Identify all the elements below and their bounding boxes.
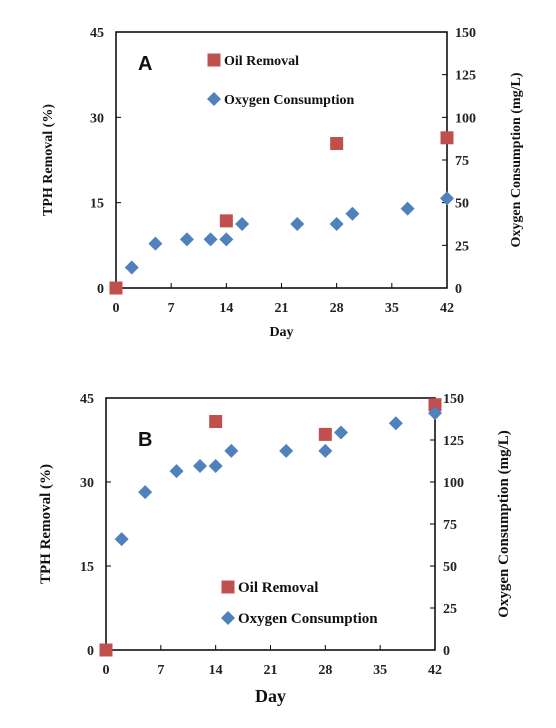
panel-letter: B xyxy=(138,429,152,451)
x-tick-label: 42 xyxy=(440,301,454,316)
oxygen-consumption-point xyxy=(235,217,250,231)
y-tick-label: 30 xyxy=(80,476,94,491)
oxygen-consumption-point xyxy=(279,443,294,458)
x-tick-label: 42 xyxy=(428,663,442,678)
oil-removal-point xyxy=(318,427,332,441)
x-tick-label: 28 xyxy=(318,663,332,678)
plot-frame xyxy=(115,31,448,289)
oil-removal-point xyxy=(209,415,223,429)
y2-tick-label: 25 xyxy=(443,602,457,617)
chart-panel-b: 0 7 14 21 28 35 4201530450255075100125150DayTP… xyxy=(38,392,512,706)
x-tick-label: 7 xyxy=(168,301,175,316)
y2-tick-label: 100 xyxy=(443,476,464,491)
legend-oil-removal-marker xyxy=(207,53,221,67)
x-axis-label: Day xyxy=(255,686,286,706)
y-tick-label: 15 xyxy=(80,560,94,575)
legend-oxygen-consumption-marker xyxy=(207,92,221,106)
x-tick-label: 21 xyxy=(264,663,278,678)
oxygen-consumption-point xyxy=(219,232,234,247)
y2-tick-label: 50 xyxy=(443,560,457,575)
y2-axis-label: Oxygen Consumption (mg/L) xyxy=(496,430,512,618)
oxygen-consumption-point xyxy=(400,201,415,216)
oxygen-consumption-point xyxy=(290,217,305,231)
x-tick-label: 35 xyxy=(373,663,387,678)
oxygen-consumption-point xyxy=(334,425,348,440)
y2-tick-label: 150 xyxy=(443,392,464,407)
x-tick-label: 7 xyxy=(157,663,164,678)
y-axis-label: TPH Removal (%) xyxy=(41,104,56,216)
oxygen-consumption-point xyxy=(124,260,139,275)
y2-tick-label: 0 xyxy=(443,644,450,659)
oxygen-consumption-point xyxy=(428,406,442,421)
y2-tick-label: 50 xyxy=(455,197,469,212)
oil-removal-point xyxy=(219,214,233,228)
y2-tick-label: 0 xyxy=(455,282,462,297)
oxygen-consumption-point xyxy=(224,443,239,458)
y-tick-label: 0 xyxy=(87,644,94,659)
oxygen-consumption-point xyxy=(329,217,344,231)
x-tick-label: 0 xyxy=(113,301,120,316)
x-tick-label: 28 xyxy=(330,301,344,316)
legend-oxygen-consumption-marker xyxy=(221,611,235,625)
x-tick-label: 21 xyxy=(275,301,289,316)
y2-tick-label: 150 xyxy=(455,26,476,41)
x-axis-label: Day xyxy=(269,325,293,340)
oxygen-consumption-point xyxy=(169,464,184,479)
oxygen-consumption-point xyxy=(318,443,333,458)
oil-removal-point xyxy=(440,131,454,145)
oxygen-consumption-point xyxy=(440,191,454,206)
x-tick-label: 14 xyxy=(219,301,233,316)
oxygen-consumption-point xyxy=(193,459,207,474)
oxygen-consumption-point xyxy=(114,532,129,547)
legend-oil-removal-label: Oil Removal xyxy=(224,54,299,69)
legend-oxygen-consumption-label: Oxygen Consumption xyxy=(224,93,355,108)
y2-tick-label: 75 xyxy=(443,518,457,533)
y2-tick-label: 125 xyxy=(443,434,464,449)
legend-oil-removal-marker xyxy=(221,580,235,594)
oil-removal-point xyxy=(109,281,123,295)
x-tick-label: 14 xyxy=(209,663,223,678)
oxygen-consumption-point xyxy=(138,485,153,500)
panel-letter: A xyxy=(138,53,152,75)
y-tick-label: 45 xyxy=(90,26,104,41)
oxygen-consumption-point xyxy=(148,236,163,251)
y2-tick-label: 25 xyxy=(455,239,469,254)
legend-oil-removal-label: Oil Removal xyxy=(238,580,318,596)
y2-tick-label: 100 xyxy=(455,111,476,126)
y-tick-label: 45 xyxy=(80,392,94,407)
oxygen-consumption-point xyxy=(208,459,223,474)
y2-axis-label: Oxygen Consumption (mg/L) xyxy=(509,72,524,247)
x-tick-label: 35 xyxy=(385,301,399,316)
y-tick-label: 30 xyxy=(90,111,104,126)
chart-panel-a: 0 7 14 21 28 35 4201530450255075100125150DayTP… xyxy=(41,26,524,340)
x-tick-label: 0 xyxy=(103,663,110,678)
y2-tick-label: 75 xyxy=(455,154,469,169)
oxygen-consumption-point xyxy=(345,206,360,221)
oxygen-consumption-point xyxy=(388,416,403,431)
oxygen-consumption-point xyxy=(203,232,218,247)
oil-removal-point xyxy=(99,643,113,657)
legend-oxygen-consumption-label: Oxygen Consumption xyxy=(238,611,378,627)
y-tick-label: 15 xyxy=(90,197,104,212)
oil-removal-point xyxy=(330,137,344,151)
oil-removal-point xyxy=(428,398,442,412)
y2-tick-label: 125 xyxy=(455,69,476,84)
y-axis-label: TPH Removal (%) xyxy=(38,464,54,584)
oxygen-consumption-point xyxy=(179,232,194,247)
y-tick-label: 0 xyxy=(97,282,104,297)
